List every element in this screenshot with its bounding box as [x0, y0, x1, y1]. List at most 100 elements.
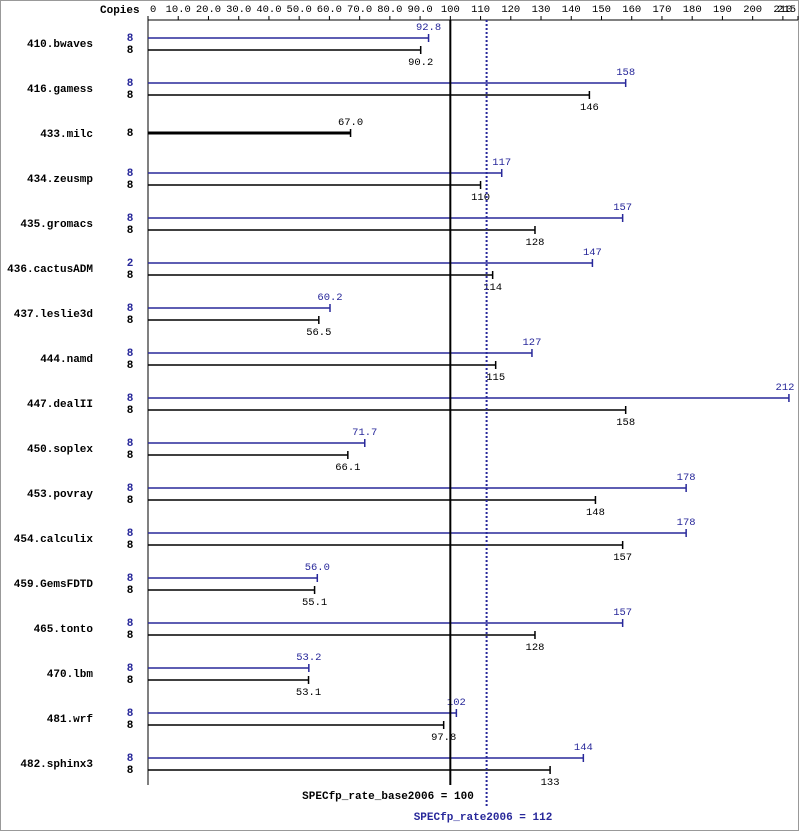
copies-label: 8 [127, 708, 134, 720]
copies-label: 8 [127, 270, 134, 282]
category-label: 453.povray [27, 489, 93, 501]
value-label: 157 [613, 607, 632, 619]
category-label: 465.tonto [34, 624, 94, 636]
copies-label: 8 [127, 675, 134, 687]
category-label: 447.dealII [27, 399, 93, 411]
copies-label: 8 [127, 33, 134, 45]
value-label: 117 [492, 157, 511, 169]
value-label: 157 [613, 202, 632, 214]
copies-label: 8 [127, 405, 134, 417]
category-label: 450.soplex [27, 444, 93, 456]
copies-label: 8 [127, 630, 134, 642]
value-label: 71.7 [352, 427, 377, 439]
copies-label: 8 [127, 78, 134, 90]
x-tick-label: 180 [683, 4, 702, 16]
category-label: 437.leslie3d [14, 309, 93, 321]
value-label: 158 [616, 417, 635, 429]
x-tick-label: 140 [562, 4, 581, 16]
x-tick-label: 10.0 [166, 4, 191, 16]
value-label: 53.2 [296, 652, 321, 664]
copies-label: 8 [127, 528, 134, 540]
copies-label: 2 [127, 258, 134, 270]
value-label: 146 [580, 102, 599, 114]
copies-label: 8 [127, 585, 134, 597]
copies-label: 8 [127, 450, 134, 462]
value-label: 178 [677, 517, 696, 529]
value-label: 128 [526, 642, 545, 654]
value-label: 102 [447, 697, 466, 709]
copies-label: 8 [127, 663, 134, 675]
value-label: 53.1 [296, 687, 321, 699]
value-label: 110 [471, 192, 490, 204]
value-label: 158 [616, 67, 635, 79]
copies-label: 8 [127, 213, 134, 225]
x-tick-label: 215 [777, 4, 796, 16]
copies-label: 8 [127, 90, 134, 102]
copies-label: 8 [127, 180, 134, 192]
x-tick-label: 150 [592, 4, 611, 16]
category-label: 454.calculix [14, 534, 94, 546]
value-label: 114 [483, 282, 502, 294]
copies-label: 8 [127, 753, 134, 765]
value-label: 92.8 [416, 22, 441, 34]
category-label: 434.zeusmp [27, 174, 93, 186]
x-tick-label: 160 [622, 4, 641, 16]
value-label: 90.2 [408, 57, 433, 69]
category-label: 481.wrf [47, 714, 94, 726]
copies-label: 8 [127, 393, 134, 405]
x-tick-label: 90.0 [407, 4, 432, 16]
value-label: 128 [526, 237, 545, 249]
copies-label: 8 [127, 128, 134, 140]
copies-label: 8 [127, 225, 134, 237]
value-label: 97.8 [431, 732, 456, 744]
category-label: 435.gromacs [20, 219, 93, 231]
x-tick-label: 0 [150, 4, 156, 16]
category-label: 436.cactusADM [7, 264, 93, 276]
copies-label: 8 [127, 45, 134, 57]
category-label: 416.gamess [27, 84, 93, 96]
x-tick-label: 80.0 [377, 4, 402, 16]
copies-label: 8 [127, 168, 134, 180]
copies-label: 8 [127, 765, 134, 777]
x-tick-label: 70.0 [347, 4, 372, 16]
category-label: 470.lbm [47, 669, 94, 681]
copies-header: Copies [100, 5, 140, 17]
value-label: 66.1 [335, 462, 360, 474]
copies-label: 8 [127, 360, 134, 372]
x-tick-label: 190 [713, 4, 732, 16]
value-label: 148 [586, 507, 605, 519]
x-tick-label: 210 [773, 4, 792, 16]
x-tick-label: 200 [743, 4, 762, 16]
x-tick-label: 40.0 [256, 4, 281, 16]
category-label: 433.milc [40, 129, 93, 141]
copies-label: 8 [127, 540, 134, 552]
copies-label: 8 [127, 495, 134, 507]
reference-label: SPECfp_rate2006 = 112 [414, 812, 553, 824]
value-label: 56.5 [306, 327, 331, 339]
copies-label: 8 [127, 303, 134, 315]
category-label: 459.GemsFDTD [14, 579, 94, 591]
reference-label: SPECfp_rate_base2006 = 100 [302, 791, 474, 803]
value-label: 56.0 [305, 562, 330, 574]
copies-label: 8 [127, 348, 134, 360]
x-tick-label: 20.0 [196, 4, 221, 16]
x-tick-label: 110 [471, 4, 490, 16]
x-tick-label: 30.0 [226, 4, 251, 16]
copies-label: 8 [127, 438, 134, 450]
category-label: 410.bwaves [27, 39, 93, 51]
value-label: 178 [677, 472, 696, 484]
value-label: 60.2 [317, 292, 342, 304]
x-tick-label: 60.0 [317, 4, 342, 16]
value-label: 127 [523, 337, 542, 349]
value-label: 212 [776, 382, 795, 394]
x-tick-label: 50.0 [287, 4, 312, 16]
value-label: 147 [583, 247, 602, 259]
copies-label: 8 [127, 618, 134, 630]
category-label: 482.sphinx3 [20, 759, 93, 771]
value-label: 157 [613, 552, 632, 564]
x-tick-label: 100 [441, 4, 460, 16]
value-label: 55.1 [302, 597, 327, 609]
copies-label: 8 [127, 483, 134, 495]
